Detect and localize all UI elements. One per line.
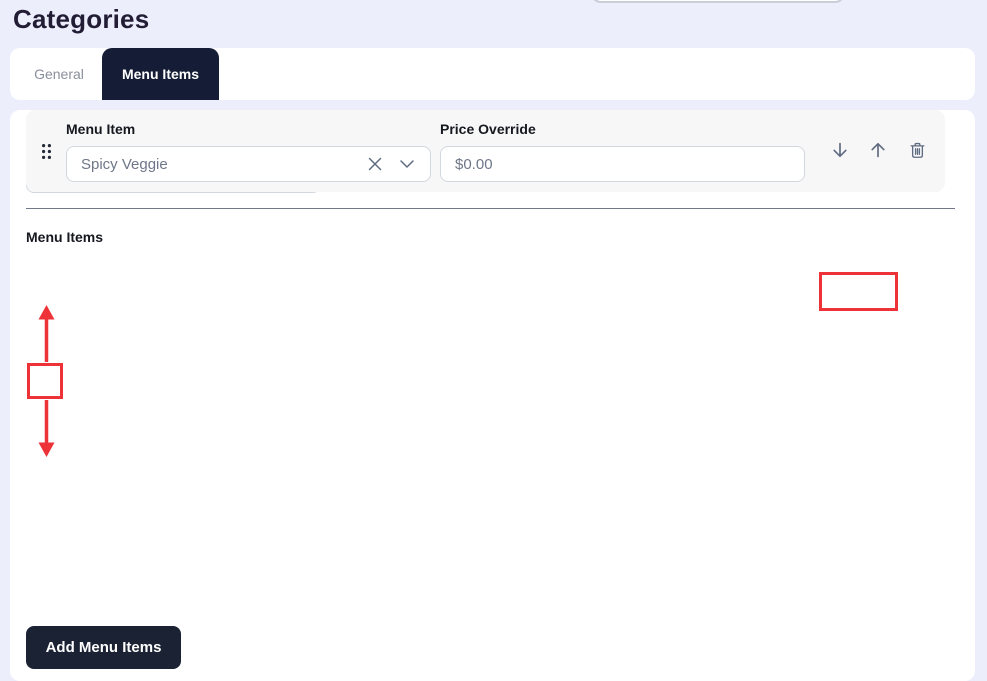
drag-handle-icon[interactable] — [38, 141, 54, 161]
clear-icon[interactable] — [368, 157, 382, 171]
top-partial-input[interactable] — [591, 0, 845, 3]
tab-general[interactable]: General — [34, 66, 84, 82]
tab-bar: General Menu Items — [10, 48, 975, 100]
menu-items-panel: Sort Method Menu Items Menu Item — [10, 110, 975, 681]
menu-item-row: Menu Item Price Override — [26, 110, 945, 192]
add-menu-items-button[interactable]: Add Menu Items — [26, 626, 181, 669]
menu-item-value[interactable] — [81, 155, 350, 173]
price-override-input[interactable] — [455, 155, 790, 173]
price-override-field[interactable] — [440, 146, 805, 182]
divider — [26, 208, 955, 209]
menu-item-label: Menu Item — [66, 121, 136, 137]
trash-icon[interactable] — [907, 140, 927, 160]
menu-item-select[interactable] — [66, 146, 431, 182]
price-override-label: Price Override — [440, 121, 536, 137]
menu-items-section-label: Menu Items — [26, 229, 104, 245]
move-down-button[interactable] — [830, 140, 850, 160]
move-up-button[interactable] — [868, 140, 888, 160]
chevron-down-icon[interactable] — [400, 160, 414, 168]
page-title: Categories — [13, 4, 150, 34]
tab-menu-items[interactable]: Menu Items — [102, 48, 219, 100]
